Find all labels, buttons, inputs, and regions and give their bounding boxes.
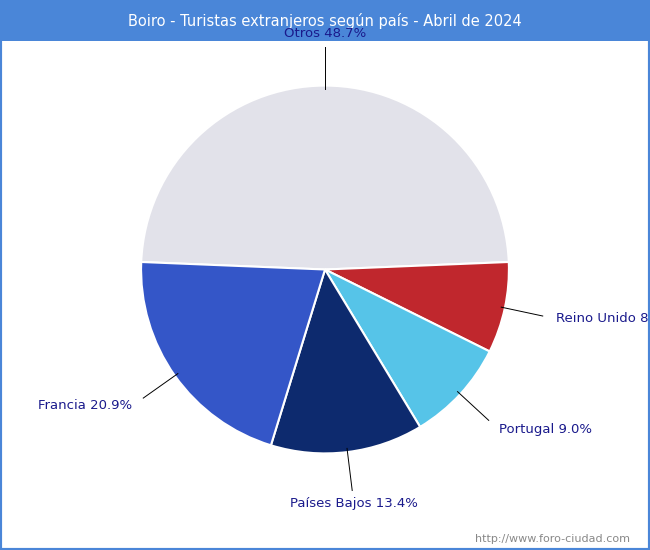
- Text: Portugal 9.0%: Portugal 9.0%: [499, 423, 592, 436]
- Wedge shape: [271, 270, 420, 453]
- Text: http://www.foro-ciudad.com: http://www.foro-ciudad.com: [476, 535, 630, 544]
- Wedge shape: [141, 86, 509, 270]
- Text: Reino Unido 8.0%: Reino Unido 8.0%: [556, 312, 650, 326]
- Text: Francia 20.9%: Francia 20.9%: [38, 399, 132, 412]
- Wedge shape: [141, 262, 325, 446]
- Wedge shape: [325, 270, 489, 427]
- Text: Boiro - Turistas extranjeros según país - Abril de 2024: Boiro - Turistas extranjeros según país …: [128, 13, 522, 29]
- Text: Otros 48.7%: Otros 48.7%: [284, 27, 366, 40]
- Wedge shape: [325, 262, 509, 351]
- Text: Países Bajos 13.4%: Países Bajos 13.4%: [290, 497, 418, 510]
